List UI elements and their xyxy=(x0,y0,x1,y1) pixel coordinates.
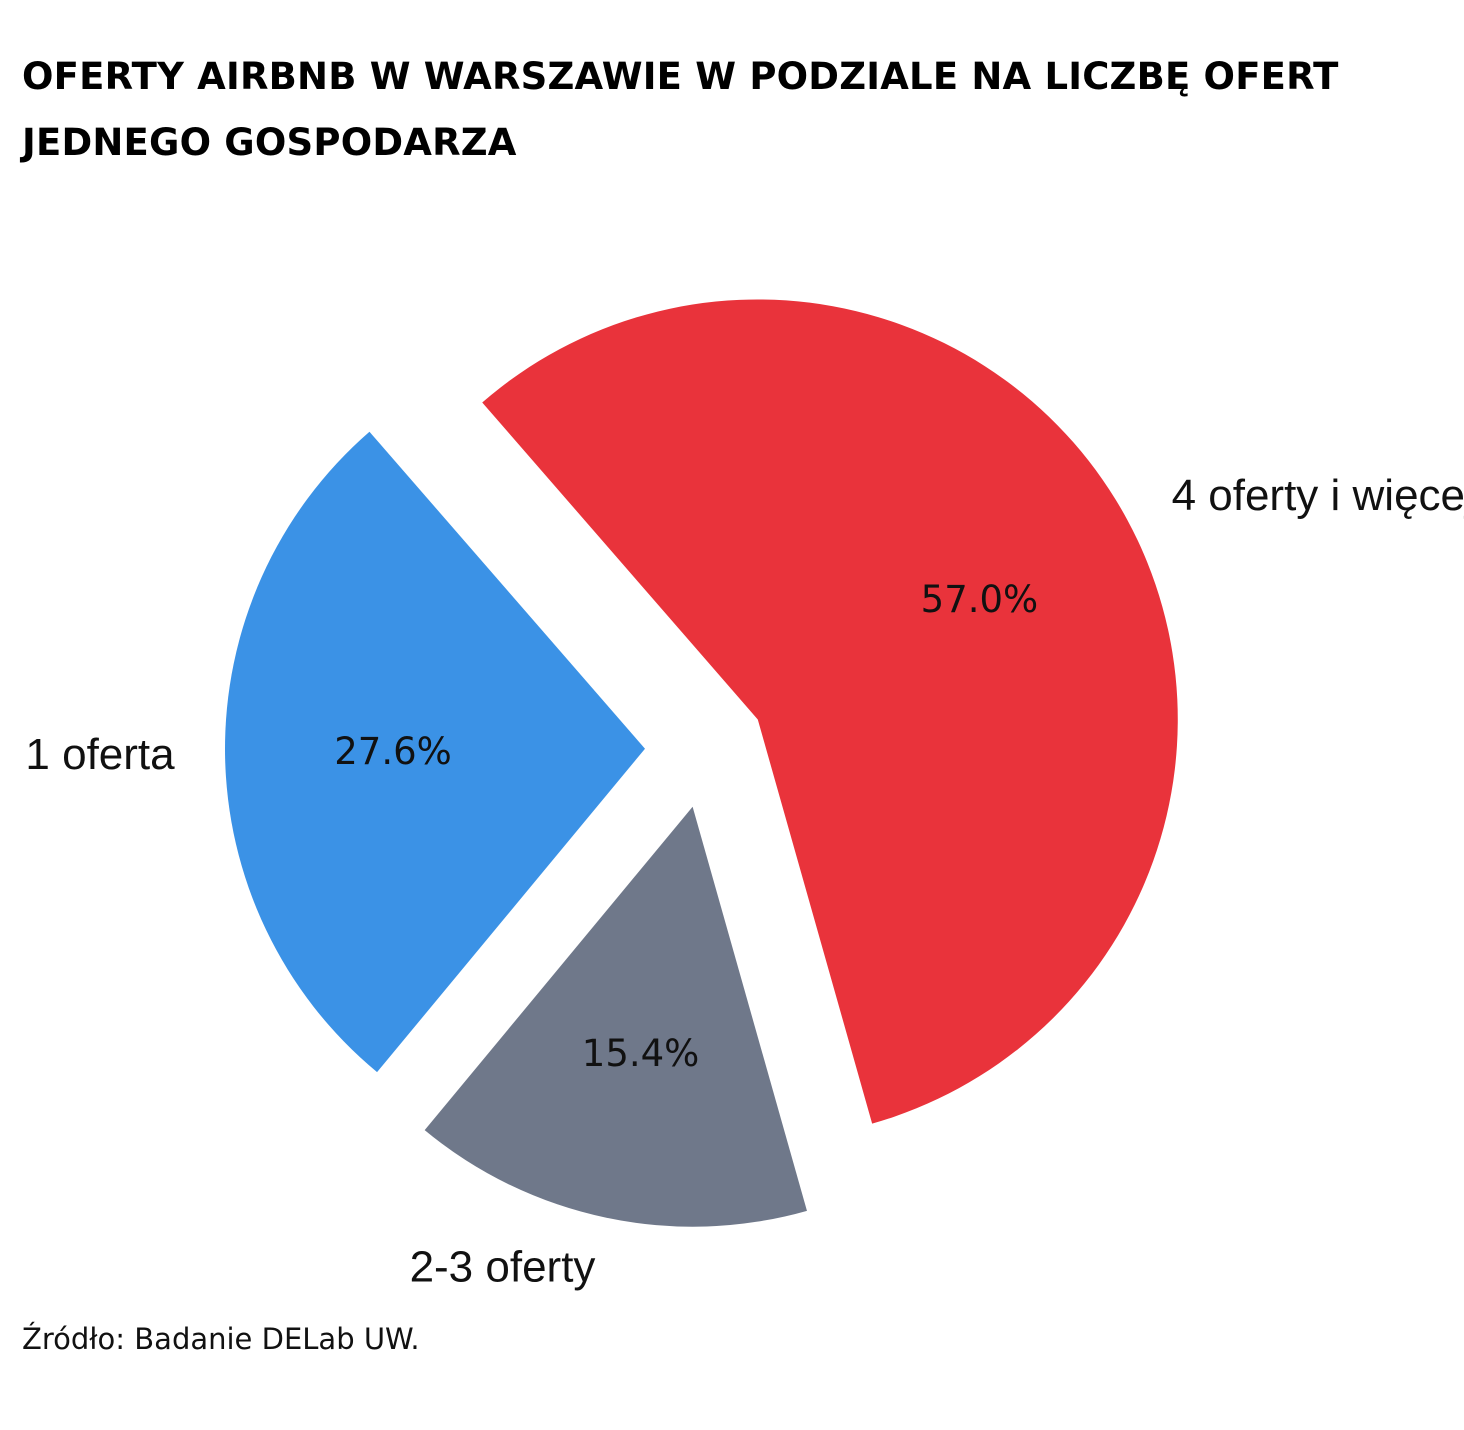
pie-value-label-2: 15.4% xyxy=(582,1032,700,1075)
pie-slice-2 xyxy=(424,806,807,1227)
pie-slice-1 xyxy=(225,431,646,1073)
pie-slice-3 xyxy=(482,299,1178,1124)
chart-title: OFERTY AIRBNB W WARSZAWIE W PODZIALE NA … xyxy=(22,44,1422,176)
pie-category-label-2: 2-3 oferty xyxy=(410,1242,596,1291)
chart-title-line-2: JEDNEGO GOSPODARZA xyxy=(22,121,517,164)
pie-category-label-1: 1 oferta xyxy=(25,730,175,779)
chart-title-line-1: OFERTY AIRBNB W WARSZAWIE W PODZIALE NA … xyxy=(22,55,1339,98)
pie-category-label-3: 4 oferty i więcej xyxy=(1172,471,1464,520)
pie-value-label-3: 57.0% xyxy=(921,578,1039,621)
source-note: Źródło: Badanie DELab UW. xyxy=(22,1322,420,1356)
pie-value-label-1: 27.6% xyxy=(334,730,452,773)
